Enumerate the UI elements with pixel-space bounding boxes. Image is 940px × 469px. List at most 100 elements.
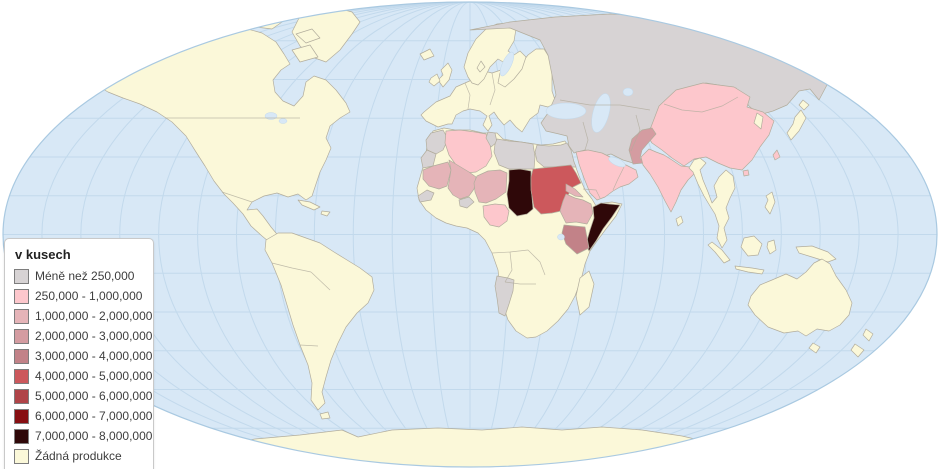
- legend-item-label: 2,000,000 - 3,000,000: [35, 329, 153, 343]
- country-china-mongolia[interactable]: [645, 82, 775, 171]
- legend-swatch: [14, 308, 29, 324]
- legend-item-label: 6,000,000 - 7,000,000: [35, 409, 153, 423]
- country-somalia[interactable]: [585, 202, 621, 252]
- country-western-sahara[interactable]: [420, 149, 437, 169]
- new-zealand-north: [862, 328, 874, 342]
- legend-swatch: [14, 428, 29, 444]
- legend-swatch: [14, 368, 29, 384]
- country-border-line: [559, 99, 651, 111]
- lake: [591, 93, 611, 133]
- legend-swatch: [14, 348, 29, 364]
- legend-item: 6,000,000 - 7,000,000: [14, 408, 152, 424]
- japan-honshu: [786, 109, 807, 141]
- country-russia-west-fragment[interactable]: [111, 35, 135, 51]
- iceland: [419, 48, 435, 61]
- lake: [545, 102, 587, 120]
- country-taiwan[interactable]: [772, 149, 781, 161]
- country-border-line: [663, 96, 739, 113]
- country-border-line: [527, 249, 546, 276]
- country-border-line: [221, 191, 253, 203]
- country-border-line: [489, 72, 496, 106]
- arctic-island-2: [295, 28, 321, 44]
- country-eritrea[interactable]: [565, 183, 584, 198]
- legend-item-label: 3,000,000 - 4,000,000: [35, 349, 153, 363]
- country-libya[interactable]: [493, 138, 536, 170]
- legend-item-label: 5,000,000 - 6,000,000: [35, 389, 153, 403]
- country-border-line: [582, 121, 589, 151]
- country-algeria[interactable]: [444, 129, 493, 174]
- country-tunisia[interactable]: [485, 131, 498, 148]
- legend-swatch: [14, 388, 29, 404]
- country-border-line: [271, 262, 312, 273]
- country-border-line: [612, 166, 625, 191]
- baffin-island: [291, 44, 319, 63]
- korea: [753, 112, 764, 130]
- country-burkina-faso[interactable]: [458, 196, 475, 209]
- country-pakistan[interactable]: [628, 127, 657, 165]
- country-senegal[interactable]: [417, 189, 435, 203]
- sumatra: [707, 241, 731, 264]
- country-border-line: [310, 271, 331, 291]
- country-morocco[interactable]: [425, 129, 449, 155]
- country-border-line: [504, 281, 536, 285]
- borneo: [740, 235, 763, 257]
- country-saudi-arabia[interactable]: [575, 149, 639, 201]
- country-hainan[interactable]: [742, 169, 750, 177]
- country-nigeria[interactable]: [482, 203, 510, 228]
- country-border-line: [630, 114, 641, 152]
- legend-item-label: 7,000,000 - 8,000,000: [35, 429, 153, 443]
- country-india[interactable]: [640, 148, 696, 213]
- legend-item: Žádná produkce: [14, 448, 147, 464]
- country-chad[interactable]: [506, 168, 534, 217]
- lake: [622, 87, 634, 97]
- country-mali[interactable]: [447, 159, 477, 200]
- sri-lanka: [675, 215, 684, 227]
- legend-panel: v kusech Méně než 250,000 250,000 - 1,000…: [4, 238, 154, 469]
- lake: [499, 51, 515, 77]
- south-america: [264, 232, 375, 411]
- country-niger[interactable]: [473, 169, 508, 204]
- country-border-line: [504, 251, 513, 283]
- country-namibia[interactable]: [494, 275, 515, 317]
- legend-item: 1,000,000 - 2,000,000: [14, 308, 152, 324]
- legend-item: 5,000,000 - 6,000,000: [14, 388, 152, 404]
- legend-item-label: 4,000,000 - 5,000,000: [35, 369, 153, 383]
- ireland: [428, 73, 441, 87]
- country-border-line: [464, 82, 471, 110]
- sulawesi: [766, 239, 777, 255]
- lake: [557, 233, 565, 241]
- legend-swatch: [14, 328, 29, 344]
- lake: [608, 156, 626, 168]
- country-border-line: [582, 188, 601, 199]
- legend-item: 250,000 - 1,000,000: [14, 288, 147, 304]
- country-egypt[interactable]: [534, 142, 577, 168]
- legend-item-label: 1,000,000 - 2,000,000: [35, 309, 153, 323]
- new-guinea: [795, 245, 837, 263]
- legend-item-label: Méně než 250,000: [35, 269, 135, 283]
- denmark: [476, 60, 486, 73]
- legend-item: 4,000,000 - 5,000,000: [14, 368, 152, 384]
- legend-title: v kusech: [15, 247, 71, 262]
- madagascar: [575, 270, 595, 316]
- country-mauritania[interactable]: [422, 161, 452, 190]
- legend-swatch: [14, 288, 29, 304]
- lake: [264, 112, 278, 120]
- great-britain: [437, 62, 453, 88]
- philippines: [764, 191, 776, 215]
- country-kenya[interactable]: [561, 224, 590, 255]
- country-ethiopia[interactable]: [559, 193, 594, 225]
- legend-item: Méně než 250,000: [14, 268, 147, 284]
- legend-swatch: [14, 268, 29, 284]
- tierra-del-fuego: [319, 411, 331, 420]
- legend-item: 2,000,000 - 3,000,000: [14, 328, 152, 344]
- legend-swatch: [14, 448, 29, 464]
- tasmania: [808, 342, 821, 354]
- japan-hokkaido: [798, 99, 810, 111]
- southeast-asia: [688, 157, 736, 249]
- legend-item: 7,000,000 - 8,000,000: [14, 428, 152, 444]
- cuba: [297, 199, 321, 211]
- legend-swatch: [14, 408, 29, 424]
